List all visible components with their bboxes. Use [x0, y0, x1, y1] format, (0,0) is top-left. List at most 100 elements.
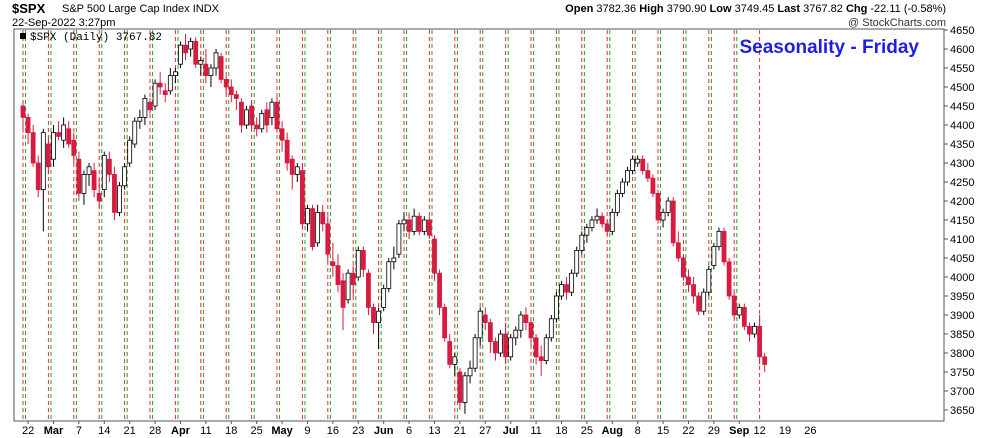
candle: [142, 94, 148, 125]
candle: [330, 242, 336, 277]
last-label: Last: [777, 3, 801, 15]
candle: [396, 220, 402, 258]
candle-body: [279, 128, 285, 141]
candle-body: [411, 215, 417, 232]
candle-body: [259, 113, 265, 130]
high-value: 3790.90: [666, 3, 707, 15]
candle: [274, 94, 280, 133]
candle: [477, 307, 483, 346]
candle-body: [178, 44, 183, 65]
candle: [51, 125, 56, 167]
candle: [289, 155, 295, 190]
candle-body: [752, 325, 757, 335]
candle-body: [599, 215, 605, 225]
candle-body: [345, 272, 351, 301]
x-tick-label: 21: [124, 425, 136, 437]
candle-body: [46, 143, 51, 168]
x-month-label: Jul: [503, 425, 519, 437]
candle-body: [538, 356, 544, 361]
candle-body: [396, 223, 402, 255]
candle-body: [508, 337, 514, 358]
candle: [127, 136, 133, 167]
candle: [172, 68, 178, 84]
candle: [152, 79, 158, 110]
candle-body: [310, 208, 315, 248]
candle: [421, 216, 427, 236]
x-tick-label: 28: [149, 425, 161, 437]
candle-body: [61, 124, 67, 141]
candle: [96, 178, 102, 209]
candle-body: [76, 158, 82, 194]
candle: [56, 121, 61, 141]
candle: [30, 125, 36, 167]
candle-body: [447, 341, 453, 365]
candle-body: [554, 295, 559, 320]
y-tick-label: 4150: [950, 215, 974, 227]
candle-body: [579, 234, 585, 251]
candle: [696, 292, 702, 315]
candle: [731, 292, 737, 319]
candle: [228, 79, 234, 103]
y-tick-label: 4400: [950, 120, 974, 132]
y-tick-label: 4450: [950, 101, 974, 113]
x-tick-label: 9: [304, 425, 310, 437]
candle-body: [274, 101, 280, 130]
candle-body: [726, 261, 732, 297]
candle-body: [213, 52, 219, 69]
x-tick-label: 22: [682, 425, 694, 437]
y-tick-label: 4100: [950, 234, 974, 246]
candle-body: [299, 170, 305, 225]
x-tick-label: 18: [555, 425, 567, 437]
candle: [747, 322, 752, 342]
candle: [305, 204, 310, 232]
candle: [736, 303, 742, 319]
candle-body: [101, 154, 107, 190]
candle: [122, 163, 127, 190]
candle-body: [406, 219, 412, 232]
x-tick-label: 25: [581, 425, 593, 437]
candle: [721, 227, 727, 266]
x-tick-label: 16: [327, 425, 339, 437]
candle: [579, 231, 585, 255]
candle-body: [127, 139, 133, 164]
candle: [518, 311, 524, 338]
candle-body: [66, 128, 72, 145]
candle-body: [533, 337, 539, 358]
x-tick-label: 27: [479, 425, 491, 437]
candle: [264, 102, 270, 133]
grid-layer: [22, 30, 761, 420]
low-value: 3749.45: [734, 3, 775, 15]
candle: [660, 208, 666, 228]
candle: [239, 98, 244, 133]
candle-body: [523, 314, 529, 323]
candle-body: [325, 223, 331, 255]
candle: [213, 49, 219, 76]
candle-layer: [20, 33, 768, 414]
candle: [218, 52, 224, 84]
candle: [340, 273, 346, 331]
candle-body: [462, 375, 468, 403]
candle-body: [320, 211, 326, 225]
candle: [137, 109, 143, 129]
y-tick-label: 3950: [950, 291, 974, 303]
candle: [355, 246, 361, 281]
y-tick-label: 3700: [950, 386, 974, 398]
candle-body: [162, 90, 168, 96]
candle-body: [675, 242, 681, 259]
candle: [416, 212, 422, 236]
candle-body: [660, 211, 666, 221]
security-name-text: S&P 500 Large Cap Index: [62, 3, 190, 15]
candle-body: [51, 132, 56, 160]
candle: [411, 208, 417, 236]
low-label: Low: [709, 3, 732, 15]
candle-body: [188, 41, 194, 50]
candle: [630, 155, 635, 175]
candle: [554, 292, 559, 323]
candle-body: [432, 238, 437, 274]
candle: [40, 128, 46, 232]
candle-body: [269, 101, 275, 118]
open-label: Open: [565, 3, 594, 15]
candle-body: [40, 132, 46, 191]
candle-body: [569, 272, 575, 293]
y-tick-label: 3800: [950, 348, 974, 360]
